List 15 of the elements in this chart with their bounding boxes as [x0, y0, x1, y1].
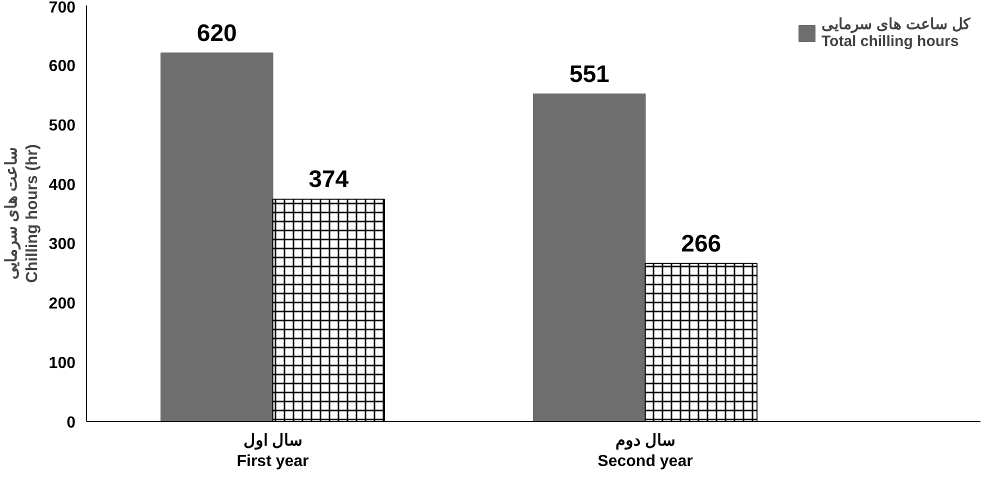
y-tick-label: 400	[48, 176, 76, 194]
legend-label: کل ساعت های سرمایی Total chilling hours	[821, 15, 970, 50]
bar	[533, 94, 646, 422]
y-tick-label: 200	[48, 296, 76, 313]
y-tick-label: 300	[48, 236, 76, 254]
data-label: 620	[196, 20, 237, 48]
y-tick-label: 100	[48, 355, 76, 372]
y-tick-label: 500	[48, 117, 76, 134]
bar	[160, 52, 274, 422]
data-label: 374	[308, 166, 350, 194]
data-label: 551	[569, 61, 610, 88]
y-tick-label: 0	[66, 414, 76, 432]
y-tick-label: 700	[48, 0, 76, 16]
y-tick-label: 600	[48, 58, 76, 75]
data-label: 266	[681, 230, 722, 258]
